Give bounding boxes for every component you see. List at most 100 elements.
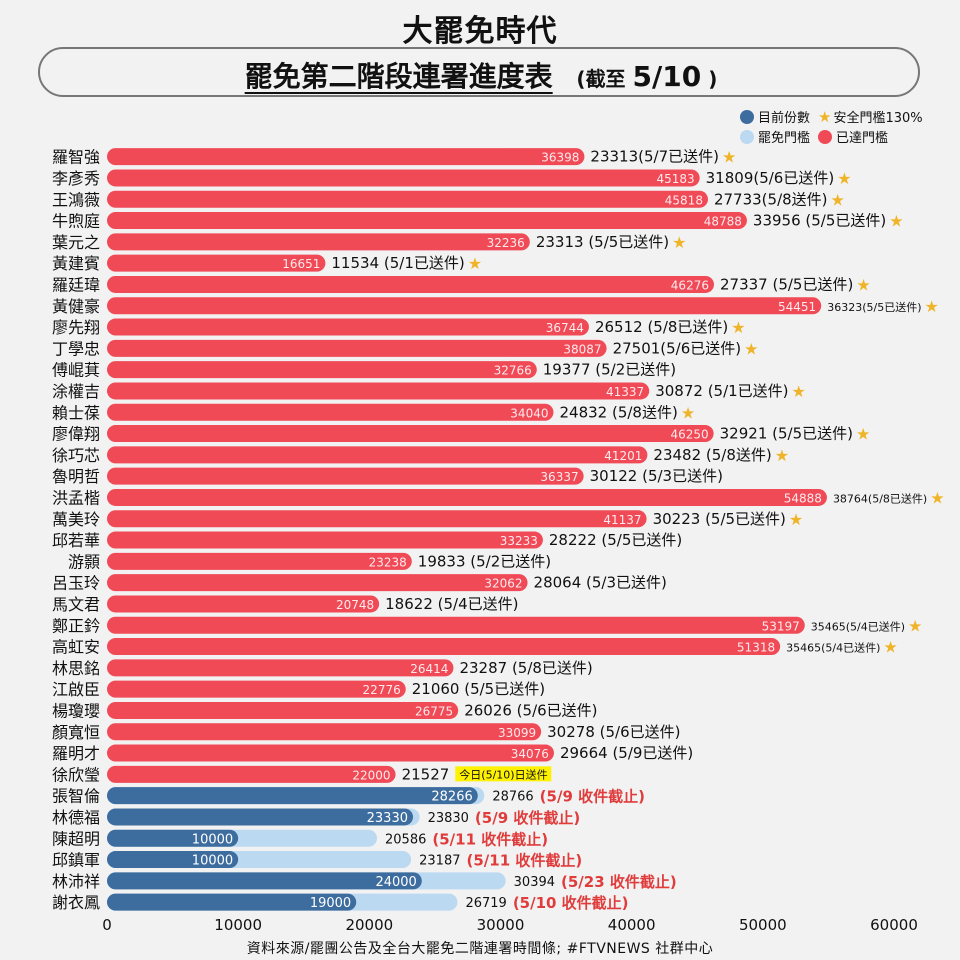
bar-current — [107, 467, 584, 485]
threshold-note: 23313(5/7已送件) — [590, 148, 719, 166]
deadline-note: (5/23 收件截止) — [561, 873, 677, 891]
bar-current — [107, 595, 380, 613]
threshold-note: 29664 (5/9已送件) — [560, 744, 693, 762]
star-icon: ★ — [856, 425, 870, 444]
row-name: 陳超明 — [52, 829, 100, 848]
threshold-note: 21527 — [402, 765, 450, 783]
deadline-note: (5/9 收件截止) — [475, 809, 580, 827]
threshold-note: 30394 — [514, 875, 555, 890]
bar-current — [107, 339, 607, 357]
legend-current: 目前份數 — [740, 107, 810, 126]
bar-current — [107, 190, 708, 208]
title-line: 罷免第二階段連署進度表 (截至 5/10 ) — [40, 55, 922, 95]
bar-value-label: 23238 — [369, 555, 407, 569]
bar-current — [107, 425, 714, 443]
bar-value-label: 22776 — [363, 683, 401, 697]
date-value: 5/10 — [632, 60, 702, 93]
star-icon: ★ — [856, 275, 870, 294]
source-footer: 資料來源/罷團公告及全台大罷免二階連署時間條; #FTVNEWS 社群中心 — [246, 941, 714, 957]
bar-value-label: 24000 — [375, 875, 416, 890]
row-name: 洪孟楷 — [52, 488, 100, 507]
row-name: 林沛祥 — [52, 872, 100, 891]
bar-current — [107, 829, 239, 847]
bar-current — [107, 212, 747, 230]
as-of-date: (截至 5/10 ) — [576, 60, 717, 93]
bar-value-label: 53197 — [762, 619, 800, 633]
bar-current — [107, 318, 589, 336]
threshold-note: 30223 (5/5已送件) — [653, 510, 786, 528]
row-name: 萬美玲 — [52, 510, 100, 529]
threshold-note: 23287 (5/8已送件) — [459, 659, 592, 677]
bar-value-label: 23330 — [367, 811, 408, 826]
threshold-note: 23482 (5/8送件) — [653, 446, 771, 464]
legend-threshold-swatch — [740, 129, 754, 144]
star-icon: ★ — [672, 233, 686, 252]
bar-current — [107, 531, 543, 549]
threshold-note: 28064 (5/3已送件) — [534, 574, 667, 592]
bar-current — [107, 169, 700, 187]
bar-value-label: 41137 — [603, 513, 641, 527]
bar-value-label: 38087 — [563, 342, 601, 356]
row-name: 丁學忠 — [52, 339, 100, 358]
row-name: 羅明才 — [52, 744, 100, 763]
row-name: 謝衣鳳 — [52, 893, 100, 912]
threshold-note: 30278 (5/6已送件) — [547, 723, 680, 741]
row-name: 林德福 — [52, 808, 100, 827]
title-banner: 罷免第二階段連署進度表 (截至 5/10 ) — [38, 47, 920, 97]
bar-current — [107, 851, 239, 869]
row-name: 葉元之 — [52, 233, 100, 252]
deadline-note: (5/10 收件截止) — [513, 894, 629, 912]
row-name: 游顥 — [68, 552, 100, 571]
star-icon: ★ — [818, 107, 832, 126]
star-icon: ★ — [731, 318, 745, 337]
star-icon: ★ — [831, 190, 845, 209]
legend-threshold: 罷免門檻 — [740, 127, 810, 146]
threshold-note: 30872 (5/1已送件) — [655, 382, 788, 400]
threshold-note: 27733(5/8送件) — [714, 190, 828, 208]
threshold-note: 26719 — [465, 896, 506, 911]
x-tick-label: 30000 — [477, 916, 525, 934]
bar-current — [107, 808, 414, 826]
row-name: 徐欣瑩 — [52, 765, 100, 784]
date-prefix: (截至 — [576, 67, 626, 91]
threshold-note: 32921 (5/5已送件) — [720, 425, 853, 443]
x-tick-label: 20000 — [345, 916, 393, 934]
legend-safe: ★ 安全門檻130% — [818, 107, 923, 127]
bar-value-label: 22000 — [352, 768, 390, 782]
bar-value-label: 10000 — [192, 832, 233, 847]
legend-reached: 已達門檻 — [818, 127, 888, 146]
x-tick-label: 40000 — [608, 916, 656, 934]
bar-value-label: 26775 — [415, 704, 453, 718]
legend-threshold-label: 罷免門檻 — [758, 131, 811, 146]
threshold-note: 19377 (5/2已送件) — [543, 361, 676, 379]
row-name: 江啟臣 — [52, 680, 100, 699]
bar-current — [107, 233, 530, 251]
row-name: 廖偉翔 — [52, 425, 100, 444]
star-icon: ★ — [468, 254, 482, 273]
bar-current — [107, 872, 422, 890]
row-name: 邱鎮軍 — [52, 851, 100, 870]
legend-safe-label: 安全門檻130% — [833, 111, 923, 126]
bar-value-label: 45183 — [656, 172, 694, 186]
legend-reached-label: 已達門檻 — [836, 131, 889, 146]
threshold-note: 23313 (5/5已送件) — [536, 233, 669, 251]
bar-value-label: 41201 — [604, 449, 642, 463]
deadline-note: (5/11 收件截止) — [466, 852, 582, 870]
bar-current — [107, 254, 326, 272]
legend-reached-swatch — [818, 129, 832, 144]
threshold-note: 26026 (5/6已送件) — [464, 701, 597, 719]
bar-value-label: 36398 — [541, 151, 579, 165]
row-name: 李彥秀 — [52, 169, 100, 188]
bar-value-label: 33099 — [498, 726, 536, 740]
star-icon: ★ — [837, 169, 851, 188]
legend-current-swatch — [740, 109, 754, 124]
legend-current-label: 目前份數 — [758, 111, 811, 126]
threshold-note: 21060 (5/5已送件) — [412, 680, 545, 698]
star-icon: ★ — [789, 510, 803, 529]
row-name: 王鴻薇 — [52, 190, 100, 209]
bar-value-label: 32236 — [487, 236, 525, 250]
bar-current — [107, 701, 459, 719]
bar-value-label: 26414 — [410, 662, 448, 676]
row-name: 黃建賓 — [52, 254, 100, 273]
